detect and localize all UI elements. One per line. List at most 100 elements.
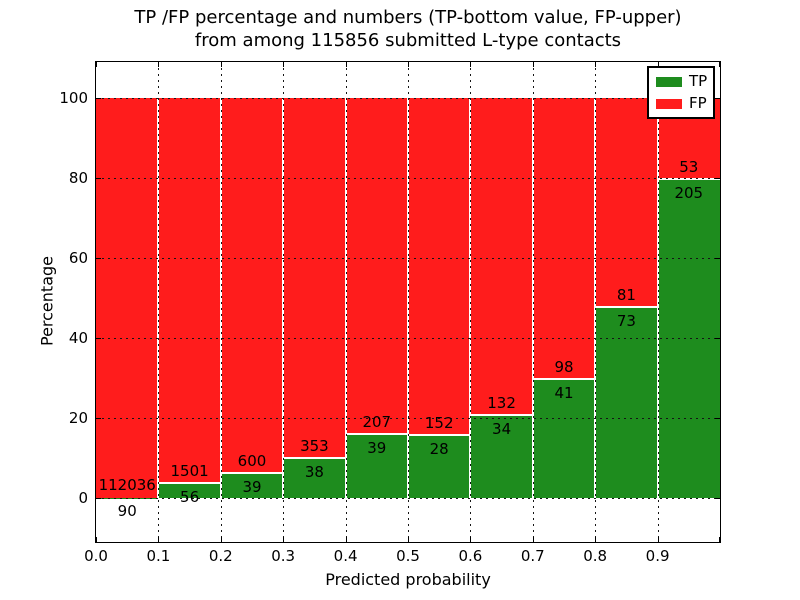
tick-mark [408,537,409,542]
bar-edge [470,414,533,417]
tick-mark [658,62,659,67]
tick-mark [715,98,720,99]
tp-bar [470,416,533,498]
tick-mark [715,258,720,259]
tick-mark [719,62,720,67]
bar-edge [158,481,221,484]
tp-count-label: 56 [180,487,200,506]
tp-count-label: 34 [492,420,512,439]
tp-bar [283,459,346,498]
tick-mark [470,537,471,542]
tick-mark [96,178,101,179]
tp-bar [408,435,471,498]
y-tick-label: 80 [68,169,88,187]
tick-mark [96,98,101,99]
y-tick-label: 40 [68,329,88,347]
fp-swatch [656,98,682,109]
fp-count-label: 81 [616,286,636,305]
tick-mark [96,338,101,339]
y-tick-label: 100 [59,89,88,107]
tick-mark [408,62,409,67]
tp-count-label: 73 [616,312,636,331]
gridline-vertical [345,62,347,542]
x-tick-label: 0.4 [333,547,358,565]
tick-mark [96,498,101,499]
fp-count-label: 1501 [170,461,209,480]
x-tick-label: 0.6 [458,547,483,565]
x-tick-label: 0.1 [146,547,171,565]
tp-count-label: 38 [304,463,324,482]
tick-mark [715,418,720,419]
tp-swatch [656,76,682,87]
gridline-vertical [470,62,472,542]
tick-mark [719,537,720,542]
fp-bar [595,98,658,309]
gridline-vertical [158,62,160,542]
fp-count-label: 353 [300,437,329,456]
fp-count-label: 600 [237,451,267,470]
chart-title-line1: TP /FP percentage and numbers (TP-bottom… [134,7,682,28]
x-tick-label: 0.2 [208,547,233,565]
x-tick-label: 0.0 [84,547,108,565]
tick-mark [346,62,347,67]
tp-count-label: 39 [242,477,262,496]
gridline-vertical [657,62,659,542]
tick-mark [658,537,659,542]
x-tick-label: 0.7 [520,547,545,565]
fp-bar [470,98,533,417]
tick-mark [283,62,284,67]
legend-entry-tp: TP [656,72,708,90]
tp-count-label: 41 [554,384,574,402]
gridline-vertical [595,62,597,542]
bar-edge [345,432,408,435]
gridline-horizontal [96,418,720,419]
bar-edge [283,457,346,460]
x-tick-label: 0.8 [583,547,608,565]
tp-count-label: 39 [367,438,387,457]
fp-count-label: 112036 [98,475,156,494]
x-tick-label: 0.5 [396,547,420,565]
tick-mark [96,537,97,542]
fp-bar [158,98,221,484]
tick-mark [158,62,159,67]
gridline-vertical [283,62,285,542]
tick-mark [283,537,284,542]
fp-bar [532,98,596,380]
tick-mark [533,537,534,542]
plot-area: TP FP 112036 90 1501 56 600 39 353 38 207 39 152 28 1… [95,61,721,543]
gridline-vertical [532,62,534,542]
tick-mark [533,62,534,67]
y-tick-label: 0 [78,489,88,507]
gridline-horizontal [96,178,720,179]
tick-mark [470,62,471,67]
legend-entry-fp: FP [656,96,707,111]
fp-bar [408,98,471,436]
tick-mark [346,537,347,542]
bar-edge [657,178,720,181]
fp-bar [96,98,159,498]
y-tick-label: 20 [68,409,88,427]
gridline-horizontal [96,258,720,259]
tp-bar [657,180,720,498]
tp-count-label: 28 [429,439,449,458]
tick-mark [221,537,222,542]
tp-bar [220,473,284,498]
tick-mark [96,418,101,419]
tick-mark [96,62,97,67]
legend-label: TP [689,72,708,90]
bar-edge [532,378,596,380]
fp-count-label: 152 [424,413,454,432]
bar-edge [408,433,471,436]
gridline-vertical [220,62,222,542]
fp-bar [220,98,284,474]
gridline-horizontal [96,98,720,99]
legend: TP FP [647,66,715,119]
tick-mark [715,338,720,339]
fp-count-label: 98 [554,358,574,376]
bar-edge [595,306,658,309]
bar-edge [220,471,284,474]
fp-count-label: 132 [487,394,516,413]
x-tick-label: 0.9 [645,547,670,565]
tp-count-label: 205 [674,184,704,203]
